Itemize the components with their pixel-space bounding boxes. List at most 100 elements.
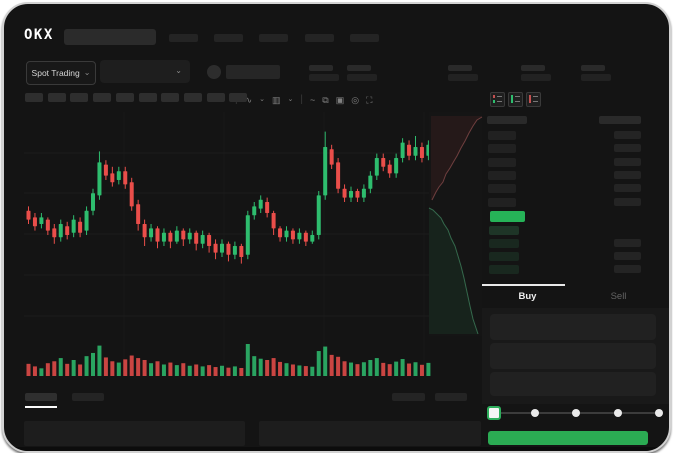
candle (303, 232, 308, 242)
volume-bar (278, 361, 283, 376)
pair-selector[interactable]: ⌄ (100, 60, 190, 83)
timeframe-placeholder[interactable] (70, 93, 89, 102)
chart-tools: | ∿⌄▥⌄|~⧉▣◎⛶ (235, 92, 372, 108)
ask-amount-placeholder (614, 197, 641, 206)
candle (65, 226, 70, 235)
candle (26, 210, 31, 220)
volume-bar (123, 359, 128, 376)
tab-buy[interactable]: Buy (518, 291, 537, 302)
timeframe-placeholder[interactable] (138, 93, 157, 102)
line-style-icon[interactable]: ∿ (244, 95, 253, 105)
volume-bar (361, 362, 366, 376)
stat-value-placeholder (448, 74, 478, 81)
bottom-action-placeholder[interactable] (435, 393, 467, 401)
timeframe-placeholder[interactable] (47, 93, 66, 102)
price-input[interactable] (490, 314, 656, 340)
volume-bar (252, 356, 257, 376)
volume-bar (187, 365, 192, 376)
buy-submit-button[interactable] (488, 431, 648, 445)
slider-stop-dot[interactable] (613, 409, 622, 417)
nav-item-placeholder[interactable] (214, 34, 244, 42)
timeframe-placeholder[interactable] (183, 93, 202, 102)
candle (297, 232, 302, 240)
ask-amount-placeholder (614, 184, 641, 193)
ask-price-placeholder[interactable] (488, 170, 516, 180)
volume-bar (355, 364, 360, 376)
timeframe-placeholder[interactable] (229, 93, 248, 102)
stat-label-placeholder (347, 65, 371, 71)
volume-bar (142, 360, 147, 376)
pair-name-placeholder (226, 65, 280, 79)
amount-slider-handle[interactable] (487, 406, 501, 420)
volume-bar (103, 357, 108, 376)
candle (407, 144, 412, 156)
timeframe-placeholder[interactable] (25, 93, 43, 102)
volume-bar (349, 362, 353, 376)
volume-bar (78, 364, 83, 376)
candle (323, 147, 328, 196)
bottom-tab-order-history[interactable] (72, 393, 104, 401)
slider-stop-dot[interactable] (530, 409, 539, 417)
tab-sell[interactable]: Sell (610, 291, 627, 302)
nav-item-placeholder[interactable] (349, 34, 379, 42)
ask-price-placeholder[interactable] (488, 144, 516, 154)
volume-bar (271, 358, 276, 376)
timeframe-placeholder[interactable] (115, 93, 134, 102)
timeframe-placeholder[interactable] (93, 93, 112, 102)
stat-label-placeholder (309, 65, 333, 71)
bottom-tab-open-orders[interactable] (25, 393, 57, 401)
ask-price-placeholder[interactable] (488, 131, 516, 140)
last-price-bar[interactable] (490, 211, 525, 222)
settings-icon[interactable]: ◎ (351, 95, 360, 105)
bid-price-placeholder[interactable] (489, 252, 519, 261)
slider-stop-dot[interactable] (655, 409, 663, 417)
bottom-action-placeholder[interactable] (392, 393, 425, 401)
candle (316, 195, 321, 235)
market-type-label: Spot Trading (31, 68, 80, 78)
candle (284, 230, 289, 238)
candlestick-chart[interactable] (24, 112, 482, 380)
compare-icon[interactable]: ⧉ (322, 95, 329, 105)
fullscreen-icon[interactable]: ⛶ (366, 95, 373, 105)
volume-bar (381, 362, 386, 376)
ask-price-placeholder[interactable] (488, 157, 516, 167)
candle-type-icon[interactable]: ▥ (272, 95, 281, 105)
volume-bar (129, 355, 134, 376)
orders-table-right (259, 421, 481, 446)
depth-chart-panel (429, 112, 482, 336)
nav-item-placeholder[interactable] (259, 34, 289, 42)
market-type-selector[interactable]: Spot Trading ⌄ (26, 61, 96, 85)
okx-logo: OKX (24, 27, 54, 43)
candle (258, 199, 263, 209)
chevron-down-icon[interactable]: ⌄ (287, 96, 294, 103)
amount-input[interactable] (490, 343, 656, 369)
total-input[interactable] (490, 372, 656, 396)
timeframe-placeholder[interactable] (161, 93, 180, 102)
volume-bar (32, 366, 37, 376)
candle (355, 191, 360, 198)
bid-price-placeholder[interactable] (489, 239, 519, 248)
orderbook-view-all-icon[interactable] (490, 92, 505, 107)
bid-price-placeholder[interactable] (489, 226, 519, 235)
nav-item-placeholder[interactable] (169, 34, 198, 42)
camera-icon[interactable]: ▣ (335, 95, 345, 105)
orderbook-view-bids-icon[interactable] (508, 92, 523, 107)
ask-price-placeholder[interactable] (488, 184, 516, 194)
volume-bar (394, 361, 399, 376)
indicators-icon[interactable]: ~ (310, 95, 316, 105)
orderbook-view-asks-icon[interactable] (526, 92, 541, 107)
volume-bar (290, 364, 295, 376)
volume-bar (136, 358, 141, 376)
ask-price-placeholder[interactable] (488, 197, 516, 207)
candle (84, 210, 89, 231)
slider-stop-dot[interactable] (572, 409, 580, 417)
timeframe-placeholder[interactable] (206, 93, 225, 102)
nav-item-placeholder[interactable] (304, 34, 334, 42)
bid-price-placeholder[interactable] (489, 265, 519, 274)
bottom-edge (4, 447, 669, 451)
candle (110, 173, 115, 183)
chevron-down-icon[interactable]: ⌄ (259, 96, 266, 103)
volume-bar (310, 366, 315, 376)
candle (142, 224, 147, 238)
nav-search-placeholder[interactable] (64, 29, 156, 45)
